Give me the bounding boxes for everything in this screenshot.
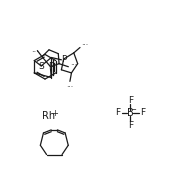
Text: −: − [130, 107, 136, 113]
Text: ···: ··· [70, 61, 77, 70]
Text: S: S [38, 62, 44, 71]
Text: P: P [48, 62, 53, 71]
Text: P: P [61, 54, 66, 63]
Text: B: B [127, 108, 134, 118]
Text: ···: ··· [81, 41, 88, 50]
Text: Rh: Rh [42, 111, 56, 121]
Text: F: F [115, 108, 120, 117]
Text: ···: ··· [66, 83, 73, 92]
Text: F: F [140, 108, 145, 117]
Text: F: F [128, 96, 133, 105]
Text: ···: ··· [31, 48, 39, 57]
Text: +: + [51, 109, 58, 118]
Text: F: F [128, 121, 133, 130]
